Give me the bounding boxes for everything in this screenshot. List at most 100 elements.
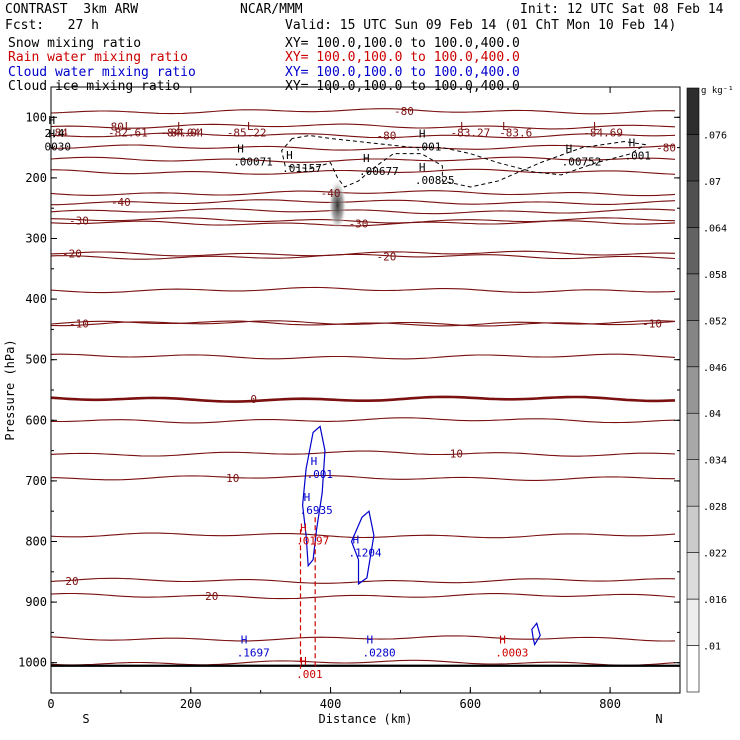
field-name-cloud-water: Cloud water mixing ratio xyxy=(8,65,196,80)
isotherm-label: 0 xyxy=(250,393,257,406)
cloud-ice-max: .00071 xyxy=(233,156,273,169)
rain-water-max: .0197 xyxy=(296,534,329,547)
cloud-ice-max-h: H xyxy=(48,114,55,127)
isotherm-line xyxy=(50,635,676,642)
cloud-ice-max-h: H xyxy=(237,143,244,156)
x-tick-label: 600 xyxy=(459,697,481,711)
isotherm-label: -40 xyxy=(321,187,341,200)
field-xy-rain: XY= 100.0,100.0 to 100.0,400.0 xyxy=(285,50,520,65)
cloud-water-max: .6935 xyxy=(300,504,333,517)
cloud-water-max-h: H xyxy=(366,634,373,647)
isotherm-line xyxy=(50,208,676,215)
isotherm-line xyxy=(50,395,676,403)
temperature-min-label: -82.61 xyxy=(108,127,148,140)
isotherm-line xyxy=(50,108,676,115)
isotherm-line xyxy=(50,250,676,257)
isotherm-label: -30 xyxy=(349,217,369,230)
isotherm-label: -40 xyxy=(111,196,131,209)
isotherm-label: -30 xyxy=(69,214,89,227)
colorbar-swatch xyxy=(686,552,700,600)
isotherm-line xyxy=(51,474,675,481)
y-tick-label: 1000 xyxy=(18,656,47,670)
low-marker: L xyxy=(125,120,132,133)
cloud-water-max-h: H xyxy=(353,534,360,547)
colorbar-label: .058 xyxy=(703,270,727,281)
colorbar-swatch xyxy=(686,366,700,414)
y-tick-label: 200 xyxy=(25,171,47,185)
isotherm-label: -10 xyxy=(69,317,89,330)
cloud-water-max-h: H xyxy=(241,634,248,647)
rain-water-max-h: H xyxy=(499,634,506,647)
colorbar-label: .076 xyxy=(703,130,727,141)
isotherm-label: 20 xyxy=(205,590,218,603)
temperature-min-label: -84.04 xyxy=(160,127,200,140)
colorbar-label: .016 xyxy=(703,595,727,606)
cloud-ice-max: .001 xyxy=(625,150,652,163)
y-tick-label: 700 xyxy=(25,474,47,488)
cloud-water-max-h: H xyxy=(304,491,311,504)
valid-time: Valid: 15 UTC Sun 09 Feb 14 (01 ChT Mon … xyxy=(285,18,677,33)
colorbar-swatch xyxy=(686,227,700,275)
cloud-ice-max: .00677 xyxy=(359,165,399,178)
rain-water-max-h: H xyxy=(300,521,307,534)
isotherm-line xyxy=(50,592,676,600)
isotherm-line xyxy=(50,253,676,260)
temperature-min-label: -84.69 xyxy=(583,127,623,140)
rain-water-max: .001 xyxy=(296,668,323,681)
forecast-hour: Fcst: 27 h xyxy=(5,18,99,33)
colorbar-label: .022 xyxy=(703,549,727,560)
isotherm-line xyxy=(51,168,676,175)
cloud-water-max: .1697 xyxy=(237,647,270,660)
cloud-ice-max-h: H xyxy=(419,128,426,141)
field-xy-snow: XY= 100.0,100.0 to 100.0,400.0 xyxy=(285,36,520,51)
isotherm-label: 10 xyxy=(226,472,239,485)
cloud-ice-max-h: H xyxy=(286,149,293,162)
x-tick-label: 200 xyxy=(180,697,202,711)
colorbar-label: .07 xyxy=(703,177,721,188)
init-time: Init: 12 UTC Sat 08 Feb 14 xyxy=(520,2,724,17)
cloud-ice-max: .00752 xyxy=(562,156,602,169)
isotherm-label: -80 xyxy=(377,129,397,142)
colorbar-label: .034 xyxy=(703,456,727,467)
low-marker: L xyxy=(177,120,184,133)
colorbar-swatch xyxy=(686,87,700,135)
colorbar-swatch xyxy=(686,180,700,228)
snow-shading xyxy=(328,179,347,232)
temperature-min-label: -84 xyxy=(48,127,68,140)
cloud-ice-max: .00825 xyxy=(415,174,455,187)
isotherm-label: -10 xyxy=(642,317,662,330)
cloud-water-contour xyxy=(531,622,541,647)
isotherm-line xyxy=(51,417,676,424)
colorbar-swatch xyxy=(686,320,700,368)
cloud-ice-max-h: H xyxy=(363,152,370,165)
cloud-ice-max: .001 xyxy=(415,141,442,154)
colorbar-label: .046 xyxy=(703,363,727,374)
colorbar-swatch xyxy=(686,134,700,182)
isotherm-label: 10 xyxy=(450,448,463,461)
colorbar-swatch xyxy=(686,459,700,507)
isotherm-line xyxy=(50,320,676,327)
isotherm-label: -20 xyxy=(62,248,82,261)
isotherm-label: -80 xyxy=(104,120,124,133)
y-tick-label: 300 xyxy=(25,232,47,246)
y-axis-label: Pressure (hPa) xyxy=(3,339,17,440)
cloud-water-contour xyxy=(301,425,326,568)
model-title: CONTRAST 3km ARW xyxy=(5,2,139,17)
colorbar-label: .04 xyxy=(703,409,721,420)
rain-water-max: .0003 xyxy=(495,647,528,660)
low-marker: L xyxy=(593,120,600,133)
isotherm-line xyxy=(50,217,676,224)
colorbar-label: .052 xyxy=(703,316,727,327)
temperature-min-label: -83.27 xyxy=(450,127,490,140)
temperature-min-label: -83.6 xyxy=(499,127,532,140)
y-tick-label: 400 xyxy=(25,292,47,306)
colorbar-swatch xyxy=(686,505,700,553)
isotherm-line xyxy=(50,577,676,584)
isotherm-label: 20 xyxy=(65,575,78,588)
low-marker: L xyxy=(460,120,467,133)
cloud-ice-max: 0030 xyxy=(44,141,71,154)
isotherm-label: -80 xyxy=(394,105,414,118)
x-tick-label: 400 xyxy=(320,697,342,711)
colorbar-label: .028 xyxy=(703,502,727,513)
